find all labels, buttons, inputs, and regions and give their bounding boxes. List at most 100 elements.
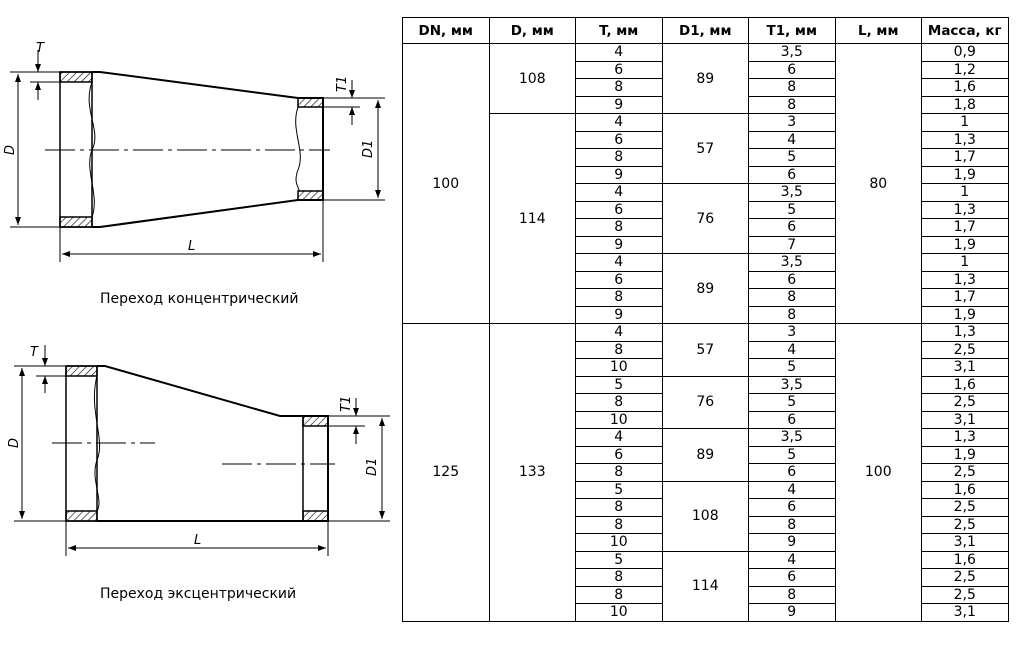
cell-mass: 1,7 <box>921 288 1009 307</box>
table-row: 6 5 1,9 <box>403 445 1009 464</box>
header-d: D, мм <box>488 17 576 44</box>
l-label: L <box>188 239 195 254</box>
header-t: T, мм <box>575 17 663 44</box>
cell-t1: 8 <box>748 95 836 114</box>
cell-mass: 1,3 <box>921 270 1009 289</box>
cell-t: 9 <box>575 305 663 324</box>
cell-t: 8 <box>575 498 663 517</box>
cell-d: 114 <box>488 113 576 324</box>
table-row: 4 89 3,5 1 <box>403 253 1009 324</box>
cell-t: 5 <box>575 375 663 394</box>
cell-t: 9 <box>575 165 663 184</box>
cell-t: 8 <box>575 568 663 587</box>
cell-mass: 1,7 <box>921 148 1009 167</box>
cell-t: 6 <box>575 445 663 464</box>
cell-t1: 3,5 <box>748 183 836 202</box>
cell-d1: 114 <box>661 550 749 622</box>
table-row: 8 6 2,5 <box>403 568 1009 587</box>
cell-t: 4 <box>575 428 663 447</box>
cell-d1: 57 <box>661 323 749 377</box>
cell-t: 6 <box>575 200 663 219</box>
table-row: 10 9 3,1 <box>403 533 1009 552</box>
cell-d1: 108 <box>661 480 749 552</box>
cell-t1: 4 <box>748 480 836 499</box>
cell-mass: 0,9 <box>921 43 1009 62</box>
table-row: 8 6 2,5 <box>403 463 1009 482</box>
cell-t1: 5 <box>748 358 836 377</box>
cell-mass: 1,6 <box>921 550 1009 569</box>
cell-t: 8 <box>575 218 663 237</box>
cell-d1: 89 <box>661 43 749 114</box>
header-l: L, мм <box>834 17 922 44</box>
cell-t1: 8 <box>748 78 836 97</box>
d1-label: D1 <box>361 140 376 158</box>
t-label: T <box>30 345 39 360</box>
cell-t: 6 <box>575 60 663 79</box>
table-row: 125 133 4 57 3 100 1,3 <box>402 323 1009 622</box>
table-row: 114 4 57 3 1 <box>403 113 1009 324</box>
cell-t1: 6 <box>748 410 836 429</box>
cell-t1: 8 <box>748 515 836 534</box>
table-row: 6 4 1,3 <box>403 130 1009 149</box>
cell-mass: 1,9 <box>921 165 1009 184</box>
cell-mass: 1 <box>921 113 1009 132</box>
cell-mass: 1,6 <box>921 78 1009 97</box>
table-row: 8 6 1,7 <box>403 218 1009 237</box>
cell-t1: 6 <box>748 568 836 587</box>
cell-mass: 1,9 <box>921 305 1009 324</box>
d-label: D <box>3 145 18 155</box>
table-row: 5 114 4 1,6 <box>403 550 1009 622</box>
cell-t: 8 <box>575 78 663 97</box>
table-header-row: DN, мм D, мм T, мм D1, мм T1, мм L, мм М… <box>402 17 1009 44</box>
cell-t1: 4 <box>748 340 836 359</box>
cell-mass: 1 <box>921 253 1009 272</box>
cell-mass: 1,9 <box>921 235 1009 254</box>
cell-d1: 57 <box>661 113 749 184</box>
header-dn: DN, мм <box>402 17 490 44</box>
cell-d: 133 <box>488 323 576 622</box>
cell-mass: 2,5 <box>921 393 1009 412</box>
cell-t1: 3,5 <box>748 253 836 272</box>
cell-t: 10 <box>575 533 663 552</box>
concentric-caption: Переход концентрический <box>100 291 299 307</box>
cell-t: 10 <box>575 603 663 622</box>
table-row: 9 8 1,9 <box>403 305 1009 324</box>
cell-mass: 1,3 <box>921 130 1009 149</box>
cell-t1: 5 <box>748 148 836 167</box>
cell-t: 4 <box>575 183 663 202</box>
table-row: 9 7 1,9 <box>403 235 1009 254</box>
cell-t1: 8 <box>748 288 836 307</box>
cell-t: 4 <box>575 113 663 132</box>
cell-t1: 4 <box>748 550 836 569</box>
cell-t: 10 <box>575 410 663 429</box>
cell-dn: 100 <box>402 43 490 324</box>
cell-l: 100 <box>834 323 922 622</box>
cell-mass: 1,3 <box>921 200 1009 219</box>
cell-mass: 1,6 <box>921 375 1009 394</box>
eccentric-reducer-drawing <box>14 345 390 556</box>
table-row: 5 108 4 1,6 <box>403 480 1009 552</box>
table-row: 4 76 3,5 1 <box>403 183 1009 254</box>
cell-t: 8 <box>575 585 663 604</box>
cell-t1: 3,5 <box>748 43 836 62</box>
table-row: 6 6 1,2 <box>403 60 1009 79</box>
cell-mass: 3,1 <box>921 603 1009 622</box>
t1-label: T1 <box>339 396 354 412</box>
cell-mass: 1,2 <box>921 60 1009 79</box>
cell-dn: 125 <box>402 323 490 622</box>
cell-l: 80 <box>834 43 922 324</box>
cell-t1: 9 <box>748 603 836 622</box>
cell-mass: 2,5 <box>921 498 1009 517</box>
cell-mass: 3,1 <box>921 358 1009 377</box>
cell-t1: 5 <box>748 393 836 412</box>
header-mass: Масса, кг <box>921 17 1009 44</box>
cell-t1: 4 <box>748 130 836 149</box>
t-label: T <box>36 41 45 56</box>
cell-mass: 1,7 <box>921 218 1009 237</box>
cell-mass: 2,5 <box>921 585 1009 604</box>
cell-t1: 3,5 <box>748 428 836 447</box>
cell-t: 6 <box>575 270 663 289</box>
cell-t1: 3 <box>748 113 836 132</box>
cell-t1: 5 <box>748 445 836 464</box>
table-row: 10 9 3,1 <box>403 603 1009 622</box>
